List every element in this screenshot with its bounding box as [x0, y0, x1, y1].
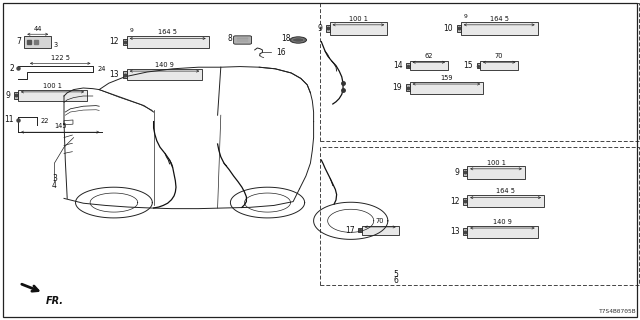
Bar: [477, 63, 480, 68]
Text: 140 9: 140 9: [493, 219, 512, 225]
Text: 9: 9: [317, 24, 322, 33]
Text: 19: 19: [392, 83, 402, 92]
Text: 12: 12: [109, 37, 119, 46]
Text: 22: 22: [41, 118, 49, 124]
Text: 70: 70: [376, 218, 385, 224]
Text: 62: 62: [424, 53, 433, 59]
Bar: [362, 226, 399, 235]
Text: 145: 145: [54, 123, 67, 129]
Text: 164 5: 164 5: [490, 16, 509, 22]
Text: 15: 15: [463, 61, 473, 70]
Text: 9: 9: [130, 28, 134, 33]
Text: 12: 12: [450, 197, 460, 206]
Bar: [461, 22, 538, 35]
Text: 9: 9: [464, 14, 468, 19]
Text: T7S4B0705B: T7S4B0705B: [598, 309, 636, 314]
Bar: [467, 166, 525, 179]
Text: 159: 159: [440, 75, 452, 81]
Text: 13: 13: [109, 70, 119, 79]
Bar: [123, 71, 127, 78]
Bar: [457, 25, 461, 32]
Text: 8: 8: [228, 34, 232, 43]
Text: 24: 24: [97, 66, 106, 72]
Text: 122 5: 122 5: [51, 55, 70, 61]
Bar: [326, 25, 330, 32]
Bar: [463, 198, 467, 204]
Bar: [410, 61, 448, 70]
Text: 2: 2: [10, 64, 14, 73]
Text: 16: 16: [276, 48, 286, 57]
Text: 14: 14: [393, 61, 403, 70]
Text: 3: 3: [52, 174, 57, 183]
Text: 100 1: 100 1: [349, 16, 368, 22]
Text: 5: 5: [393, 270, 398, 279]
Bar: [406, 63, 410, 68]
Bar: [406, 84, 410, 91]
Bar: [320, 3, 639, 141]
Text: 100 1: 100 1: [43, 83, 62, 89]
Text: 164 5: 164 5: [496, 188, 515, 195]
Text: 6: 6: [393, 276, 398, 285]
Bar: [467, 195, 544, 207]
Bar: [463, 228, 467, 235]
Text: 44: 44: [33, 26, 42, 32]
Bar: [358, 228, 362, 232]
Bar: [18, 90, 87, 101]
Bar: [330, 22, 387, 35]
Bar: [320, 147, 639, 285]
Text: 140 9: 140 9: [155, 62, 174, 68]
Text: 17: 17: [345, 226, 355, 235]
Text: 3: 3: [54, 42, 58, 48]
Text: 164 5: 164 5: [158, 29, 177, 35]
Bar: [467, 226, 538, 238]
Bar: [410, 82, 483, 94]
Text: 9: 9: [454, 168, 460, 177]
Text: 9: 9: [5, 91, 10, 100]
Ellipse shape: [292, 38, 304, 42]
Bar: [14, 92, 18, 99]
Ellipse shape: [290, 37, 307, 43]
Text: 13: 13: [450, 227, 460, 236]
Text: 70: 70: [495, 53, 504, 59]
Text: 100 1: 100 1: [486, 160, 506, 166]
Bar: [480, 61, 518, 70]
Text: FR.: FR.: [46, 296, 64, 306]
Bar: [127, 36, 209, 48]
Bar: [127, 69, 202, 80]
Bar: [24, 36, 51, 48]
FancyBboxPatch shape: [234, 36, 252, 44]
Text: 10: 10: [444, 24, 453, 33]
Bar: [463, 169, 467, 176]
Text: 4: 4: [52, 181, 57, 190]
Text: 7: 7: [16, 37, 21, 46]
Bar: [123, 39, 127, 45]
Text: 18: 18: [282, 34, 291, 43]
Text: 11: 11: [4, 116, 14, 124]
